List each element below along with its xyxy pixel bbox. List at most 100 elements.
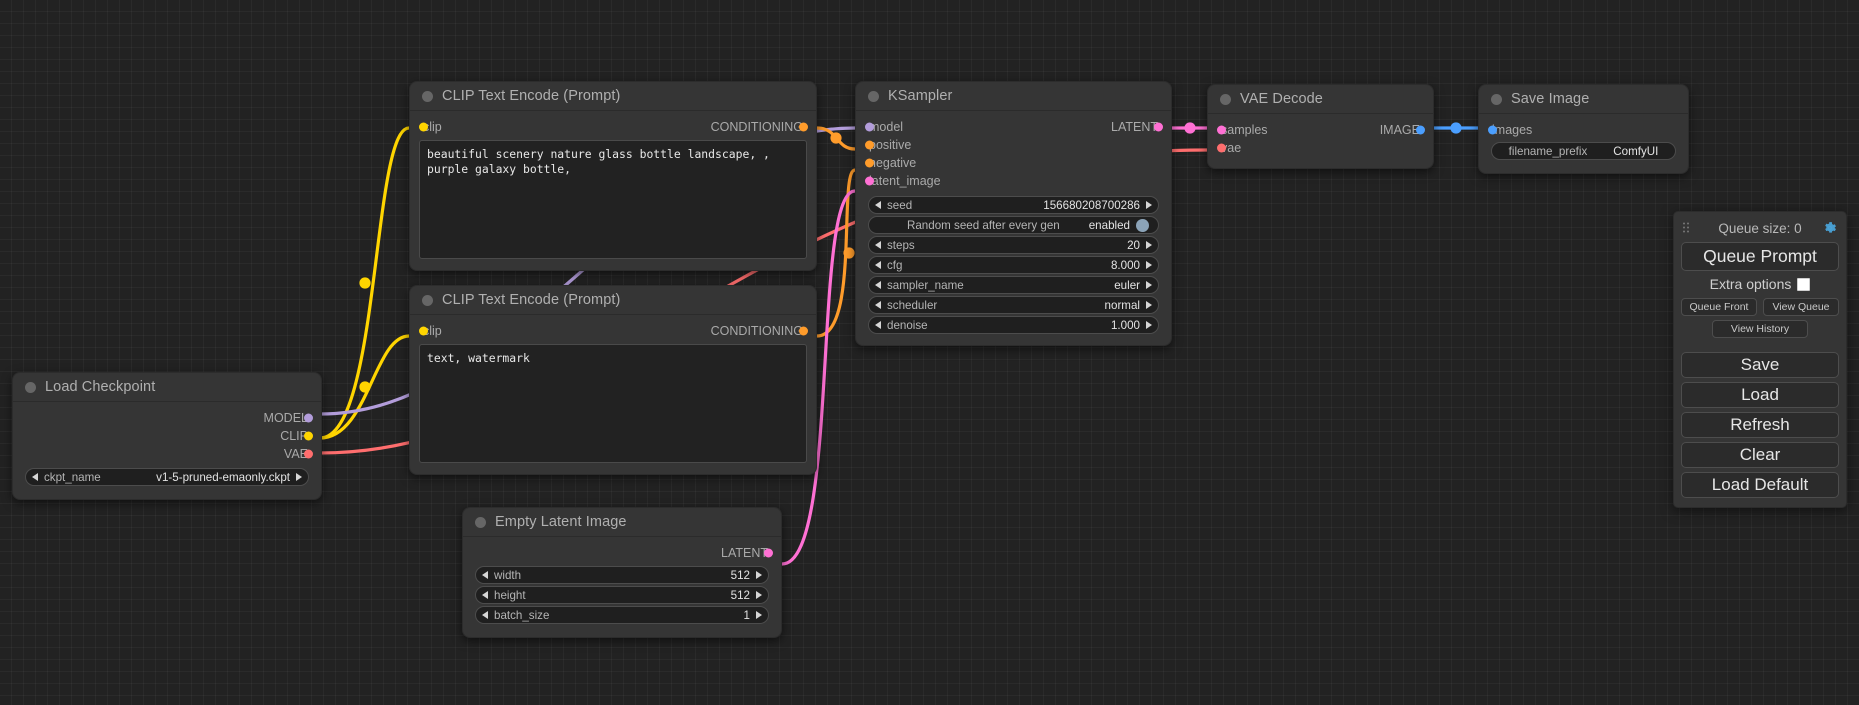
input-slot-images[interactable]: images — [1487, 123, 1532, 137]
prompt-textarea[interactable]: text, watermark — [419, 344, 807, 463]
drag-handle-icon[interactable] — [1683, 222, 1691, 234]
collapse-icon[interactable] — [25, 381, 36, 393]
node-ksampler[interactable]: KSampler model LATENT positive — [855, 81, 1172, 346]
widget-value[interactable]: 512 — [730, 568, 750, 582]
widget-steps[interactable]: steps 20 — [868, 236, 1159, 254]
widget-value[interactable]: 1.000 — [1110, 318, 1140, 332]
queue-front-button[interactable]: Queue Front — [1681, 298, 1757, 316]
increment-arrow-icon[interactable] — [756, 591, 762, 599]
output-slot-conditioning[interactable]: CONDITIONING — [711, 324, 808, 338]
output-slot-vae[interactable]: VAE — [284, 447, 313, 461]
node-title-bar[interactable]: KSampler — [856, 82, 1171, 111]
load-button[interactable]: Load — [1681, 382, 1839, 408]
input-slot-model[interactable]: model — [864, 120, 903, 134]
collapse-icon[interactable] — [868, 90, 879, 102]
widget-filename-prefix[interactable]: filename_prefix ComfyUI — [1491, 142, 1676, 160]
vae-port-icon[interactable] — [303, 449, 313, 458]
widget-value[interactable]: ComfyUI — [1613, 144, 1659, 158]
output-slot-latent[interactable]: LATENT — [1111, 120, 1163, 134]
widget-value[interactable]: v1-5-pruned-emaonly.ckpt — [156, 470, 290, 484]
vae-port-icon[interactable] — [1216, 143, 1226, 152]
widget-value[interactable]: 8.000 — [1110, 258, 1140, 272]
widget-value[interactable]: 156680208700286 — [1043, 198, 1140, 212]
latent-port-icon[interactable] — [763, 548, 773, 557]
increment-arrow-icon[interactable] — [1146, 281, 1152, 289]
node-clip-text-encode-negative[interactable]: CLIP Text Encode (Prompt) clip CONDITION… — [409, 285, 817, 475]
node-save-image[interactable]: Save Image images filename_prefix ComfyU… — [1478, 84, 1689, 174]
input-slot-clip[interactable]: clip — [418, 324, 442, 338]
input-slot-clip[interactable]: clip — [418, 120, 442, 134]
load-default-button[interactable]: Load Default — [1681, 472, 1839, 498]
collapse-icon[interactable] — [475, 516, 486, 528]
widget-ckpt-name[interactable]: ckpt_name v1-5-pruned-emaonly.ckpt — [25, 468, 309, 486]
node-title-bar[interactable]: CLIP Text Encode (Prompt) — [410, 286, 816, 315]
gear-icon[interactable] — [1823, 221, 1837, 235]
node-title-bar[interactable]: VAE Decode — [1208, 85, 1433, 114]
node-title-bar[interactable]: Save Image — [1479, 85, 1688, 114]
decrement-arrow-icon[interactable] — [32, 473, 38, 481]
output-slot-image[interactable]: IMAGE — [1380, 123, 1425, 137]
widget-random-seed-toggle[interactable]: Random seed after every gen enabled — [868, 216, 1159, 234]
increment-arrow-icon[interactable] — [756, 611, 762, 619]
widget-value[interactable]: 512 — [730, 588, 750, 602]
node-title-bar[interactable]: Empty Latent Image — [463, 508, 781, 537]
node-empty-latent-image[interactable]: Empty Latent Image LATENT width 512 heig… — [462, 507, 782, 638]
widget-height[interactable]: height 512 — [475, 586, 769, 604]
input-slot-positive[interactable]: positive — [864, 138, 911, 152]
model-port-icon[interactable] — [864, 122, 874, 131]
decrement-arrow-icon[interactable] — [875, 241, 881, 249]
widget-denoise[interactable]: denoise 1.000 — [868, 316, 1159, 334]
clip-port-icon[interactable] — [418, 122, 428, 131]
latent-port-icon[interactable] — [1216, 125, 1226, 134]
decrement-arrow-icon[interactable] — [482, 591, 488, 599]
output-slot-model[interactable]: MODEL — [264, 411, 313, 425]
node-clip-text-encode-positive[interactable]: CLIP Text Encode (Prompt) clip CONDITION… — [409, 81, 817, 271]
node-title-bar[interactable]: Load Checkpoint — [13, 373, 321, 402]
output-slot-clip[interactable]: CLIP — [280, 429, 313, 443]
decrement-arrow-icon[interactable] — [875, 301, 881, 309]
clip-port-icon[interactable] — [418, 326, 428, 335]
view-history-button[interactable]: View History — [1711, 320, 1809, 338]
widget-value[interactable]: 1 — [743, 608, 750, 622]
conditioning-port-icon[interactable] — [798, 326, 808, 335]
prompt-textarea[interactable]: beautiful scenery nature glass bottle la… — [419, 140, 807, 259]
widget-batch-size[interactable]: batch_size 1 — [475, 606, 769, 624]
input-slot-samples[interactable]: samples — [1216, 123, 1268, 137]
widget-scheduler[interactable]: scheduler normal — [868, 296, 1159, 314]
model-port-icon[interactable] — [303, 413, 313, 422]
input-slot-latent-image[interactable]: latent_image — [864, 174, 941, 188]
decrement-arrow-icon[interactable] — [482, 611, 488, 619]
widget-sampler-name[interactable]: sampler_name euler — [868, 276, 1159, 294]
widget-cfg[interactable]: cfg 8.000 — [868, 256, 1159, 274]
clip-port-icon[interactable] — [303, 431, 313, 440]
conditioning-port-icon[interactable] — [798, 122, 808, 131]
conditioning-port-icon[interactable] — [864, 140, 874, 149]
toggle-knob-icon[interactable] — [1136, 218, 1149, 232]
decrement-arrow-icon[interactable] — [875, 261, 881, 269]
widget-seed[interactable]: seed 156680208700286 — [868, 196, 1159, 214]
increment-arrow-icon[interactable] — [1146, 321, 1152, 329]
increment-arrow-icon[interactable] — [1146, 301, 1152, 309]
image-port-icon[interactable] — [1415, 125, 1425, 134]
clear-button[interactable]: Clear — [1681, 442, 1839, 468]
output-slot-conditioning[interactable]: CONDITIONING — [711, 120, 808, 134]
increment-arrow-icon[interactable] — [1146, 261, 1152, 269]
collapse-icon[interactable] — [1220, 93, 1231, 105]
node-title-bar[interactable]: CLIP Text Encode (Prompt) — [410, 82, 816, 111]
view-queue-button[interactable]: View Queue — [1763, 298, 1839, 316]
extra-options-checkbox[interactable] — [1797, 277, 1811, 291]
latent-port-icon[interactable] — [864, 176, 874, 185]
widget-value[interactable]: normal — [1104, 298, 1140, 312]
collapse-icon[interactable] — [422, 90, 433, 102]
increment-arrow-icon[interactable] — [296, 473, 302, 481]
increment-arrow-icon[interactable] — [756, 571, 762, 579]
latent-port-icon[interactable] — [1153, 122, 1163, 131]
input-slot-negative[interactable]: negative — [864, 156, 916, 170]
queue-prompt-button[interactable]: Queue Prompt — [1681, 242, 1839, 271]
increment-arrow-icon[interactable] — [1146, 241, 1152, 249]
collapse-icon[interactable] — [422, 294, 433, 306]
extra-options-row[interactable]: Extra options — [1681, 275, 1839, 294]
menu-header[interactable]: Queue size: 0 — [1681, 218, 1839, 238]
decrement-arrow-icon[interactable] — [875, 281, 881, 289]
